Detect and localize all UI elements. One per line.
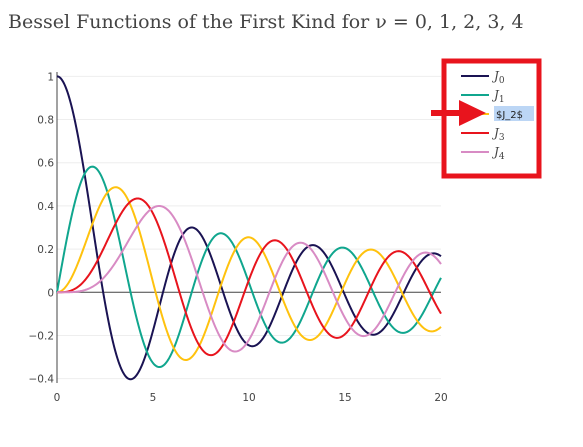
legend-item-j0[interactable]: J0	[461, 69, 505, 86]
y-tick-label: 0.4	[37, 201, 54, 213]
x-tick-label: 20	[434, 392, 447, 404]
series-layer	[56, 75, 442, 381]
x-tick-labels: 0 5 10 15 20	[54, 392, 448, 404]
series-line-j3	[57, 197, 442, 357]
legend-item-j1[interactable]: J1	[461, 88, 505, 105]
red-arrow-icon	[431, 100, 486, 126]
y-tick-label: 0.2	[37, 244, 54, 256]
annotations	[431, 58, 542, 179]
y-tick-label: −0.2	[29, 330, 55, 342]
y-tick-label: 0.8	[37, 115, 54, 127]
y-tick-label: 0.6	[37, 158, 54, 170]
legend-label: J3	[491, 126, 505, 143]
legend-label-edit-input[interactable]: $J_2$	[496, 110, 523, 121]
legend-item-j3[interactable]: J3	[461, 126, 505, 143]
x-tick-label: 10	[242, 392, 255, 404]
legend-label-edit-highlight	[494, 106, 534, 121]
legend-item-j4[interactable]: J4	[461, 145, 505, 162]
series-line-j2	[56, 186, 442, 362]
highlight-box	[441, 58, 542, 179]
y-tick-label: −0.4	[29, 374, 55, 386]
legend-label: J1	[491, 88, 505, 105]
y-tick-label: 0	[47, 287, 54, 299]
legend-label: J4	[491, 145, 505, 162]
series-line-j0	[56, 75, 442, 381]
y-tick-labels: −0.4 −0.2 0 0.2 0.4 0.6 0.8 1	[29, 71, 55, 385]
legend[interactable]: J0 J1 $J_2$ J3 J4	[461, 69, 534, 162]
series-line-j4	[57, 204, 442, 353]
x-tick-label: 15	[338, 392, 351, 404]
x-tick-label: 5	[150, 392, 157, 404]
series-line-j1	[56, 165, 442, 369]
chart-title: Bessel Functions of the First Kind for ν…	[8, 11, 524, 33]
y-tick-label: 1	[47, 71, 54, 83]
x-tick-label: 0	[54, 392, 61, 404]
legend-label: J0	[491, 69, 505, 86]
